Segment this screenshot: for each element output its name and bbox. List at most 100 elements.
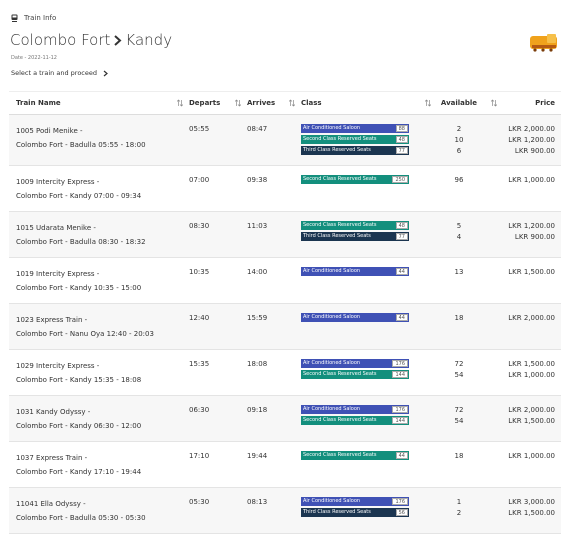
sort-icon[interactable] (176, 99, 184, 107)
class-badge[interactable]: Air Conditioned Saloon 176 (301, 405, 409, 414)
column-header[interactable]: Departs (189, 91, 247, 115)
train-name: 1037 Express Train - (16, 454, 88, 462)
train-row[interactable]: 1023 Express Train - Colombo Fort - Nanu … (9, 303, 561, 350)
class-badge[interactable]: Air Conditioned Saloon 88 (301, 124, 409, 133)
class-name: Third Class Reserved Seats (303, 147, 371, 153)
sort-icon[interactable] (288, 99, 296, 107)
seat-count: 48 (395, 222, 408, 229)
class-name: Air Conditioned Saloon (303, 268, 361, 274)
train-name: 1023 Express Train - (16, 316, 88, 324)
seat-count: 250 (392, 176, 408, 183)
instruction[interactable]: Select a train and proceed (11, 69, 108, 77)
price: LKR 900.00 (514, 233, 555, 241)
departs: 15:35 (189, 349, 247, 396)
column-title: Departs (189, 99, 221, 107)
class-cell: Second Class Reserved Seats 44 (301, 441, 429, 488)
available: 72 (454, 406, 464, 414)
price: LKR 2,000.00 (508, 406, 555, 414)
train-name: 1009 Intercity Express - (16, 178, 100, 186)
price: LKR 900.00 (514, 147, 555, 155)
arrives: 08:13 (247, 487, 301, 534)
train-row[interactable]: 1015 Udarata Menike - Colombo Fort - Badu… (9, 211, 561, 258)
price: LKR 1,500.00 (508, 360, 555, 368)
class-badge[interactable]: Air Conditioned Saloon 44 (301, 313, 409, 322)
column-title: Available (440, 99, 478, 107)
class-name: Second Class Reserved Seats (303, 176, 377, 182)
class-badge[interactable]: Second Class Reserved Seats 250 (301, 175, 409, 184)
arrives: 18:08 (247, 349, 301, 396)
class-cell: Air Conditioned Saloon 176 Third Class Res… (301, 487, 429, 534)
train-cell: 1031 Kandy Odyssy - Colombo Fort - Kandy … (9, 395, 189, 442)
train-row[interactable]: 1029 Intercity Express - Colombo Fort - K… (9, 349, 561, 396)
class-badge[interactable]: Third Class Reserved Seats 77 (301, 232, 409, 241)
class-badge[interactable]: Second Class Reserved Seats 48 (301, 221, 409, 230)
class-name: Air Conditioned Saloon (303, 314, 361, 320)
class-badge[interactable]: Third Class Reserved Seats 56 (301, 508, 409, 517)
price: LKR 1,000.00 (508, 371, 555, 379)
sort-icon[interactable] (424, 99, 432, 107)
class-badge[interactable]: Second Class Reserved Seats 144 (301, 370, 409, 379)
class-badge[interactable]: Second Class Reserved Seats 144 (301, 416, 409, 425)
class-badge[interactable]: Second Class Reserved Seats 48 (301, 135, 409, 144)
available-cell: 96 (429, 165, 489, 212)
class-badge[interactable]: Air Conditioned Saloon 44 (301, 267, 409, 276)
column-title: Train Name (16, 99, 61, 107)
price: LKR 1,000.00 (508, 452, 555, 460)
train-route: Colombo Fort - Kandy 15:35 - 18:08 (16, 376, 142, 384)
price: LKR 1,500.00 (508, 509, 555, 517)
seat-count: 44 (395, 314, 408, 321)
train-row[interactable]: 1019 Intercity Express - Colombo Fort - K… (9, 257, 561, 304)
train-row[interactable]: 1009 Intercity Express - Colombo Fort - K… (9, 165, 561, 212)
column-header[interactable]: Available (424, 91, 489, 115)
sort-icon[interactable] (490, 99, 498, 107)
table-header: Train Name Departs Arrives Class Available Pr… (9, 91, 561, 115)
class-badge[interactable]: Air Conditioned Saloon 176 (301, 497, 409, 506)
departs: 05:55 (189, 114, 247, 166)
train-route: Colombo Fort - Kandy 17:10 - 19:44 (16, 468, 142, 476)
train-cell: 1019 Intercity Express - Colombo Fort - K… (9, 257, 189, 304)
sort-icon[interactable] (234, 99, 242, 107)
class-name: Second Class Reserved Seats (303, 452, 377, 458)
arrives: 11:03 (247, 211, 301, 258)
departs: 06:30 (189, 395, 247, 442)
train-cell: 1029 Intercity Express - Colombo Fort - K… (9, 349, 189, 396)
price: LKR 1,500.00 (508, 268, 555, 276)
logo (530, 34, 557, 52)
class-badge[interactable]: Air Conditioned Saloon 176 (301, 359, 409, 368)
class-badge[interactable]: Second Class Reserved Seats 44 (301, 451, 409, 460)
available: 18 (454, 314, 464, 322)
destination: Kandy (125, 31, 173, 49)
seat-count: 56 (395, 509, 408, 516)
train-route: Colombo Fort - Kandy 10:35 - 15:00 (16, 284, 142, 292)
column-header[interactable]: Price (489, 91, 561, 115)
origin: Colombo Fort (10, 31, 111, 49)
train-cell: 1015 Udarata Menike - Colombo Fort - Badu… (9, 211, 189, 258)
train-row[interactable]: 11041 Ella Odyssy - Colombo Fort - Badull… (9, 487, 561, 534)
route-title: Colombo Fort Kandy (10, 31, 172, 49)
seat-count: 88 (395, 125, 408, 132)
train-row[interactable]: 1037 Express Train - Colombo Fort - Kandy… (9, 441, 561, 488)
header: Train Info Colombo Fort Kandy Date - 202… (0, 0, 564, 90)
seat-count: 44 (395, 452, 408, 459)
price: LKR 2,000.00 (508, 125, 555, 133)
train-row[interactable]: 1005 Podi Menike - Colombo Fort - Badulla… (9, 114, 561, 166)
column-title: Arrives (247, 99, 276, 107)
table-body: 1005 Podi Menike - Colombo Fort - Badulla… (9, 114, 561, 534)
departs: 10:35 (189, 257, 247, 304)
arrives: 14:00 (247, 257, 301, 304)
class-name: Third Class Reserved Seats (303, 509, 371, 515)
train-name: 1031 Kandy Odyssy - (16, 408, 91, 416)
date: Date - 2022-11-12 (11, 55, 57, 61)
chevron (103, 70, 108, 76)
train-name: 1005 Podi Menike - (16, 127, 83, 135)
train-cell: 1037 Express Train - Colombo Fort - Kandy… (9, 441, 189, 488)
column-header[interactable]: Arrives (247, 91, 301, 115)
column-header[interactable]: Train Name (9, 91, 189, 115)
train-row[interactable]: 1031 Kandy Odyssy - Colombo Fort - Kandy … (9, 395, 561, 442)
available: 5 (456, 222, 462, 230)
column-header[interactable]: Class (301, 91, 429, 115)
class-badge[interactable]: Third Class Reserved Seats 77 (301, 146, 409, 155)
